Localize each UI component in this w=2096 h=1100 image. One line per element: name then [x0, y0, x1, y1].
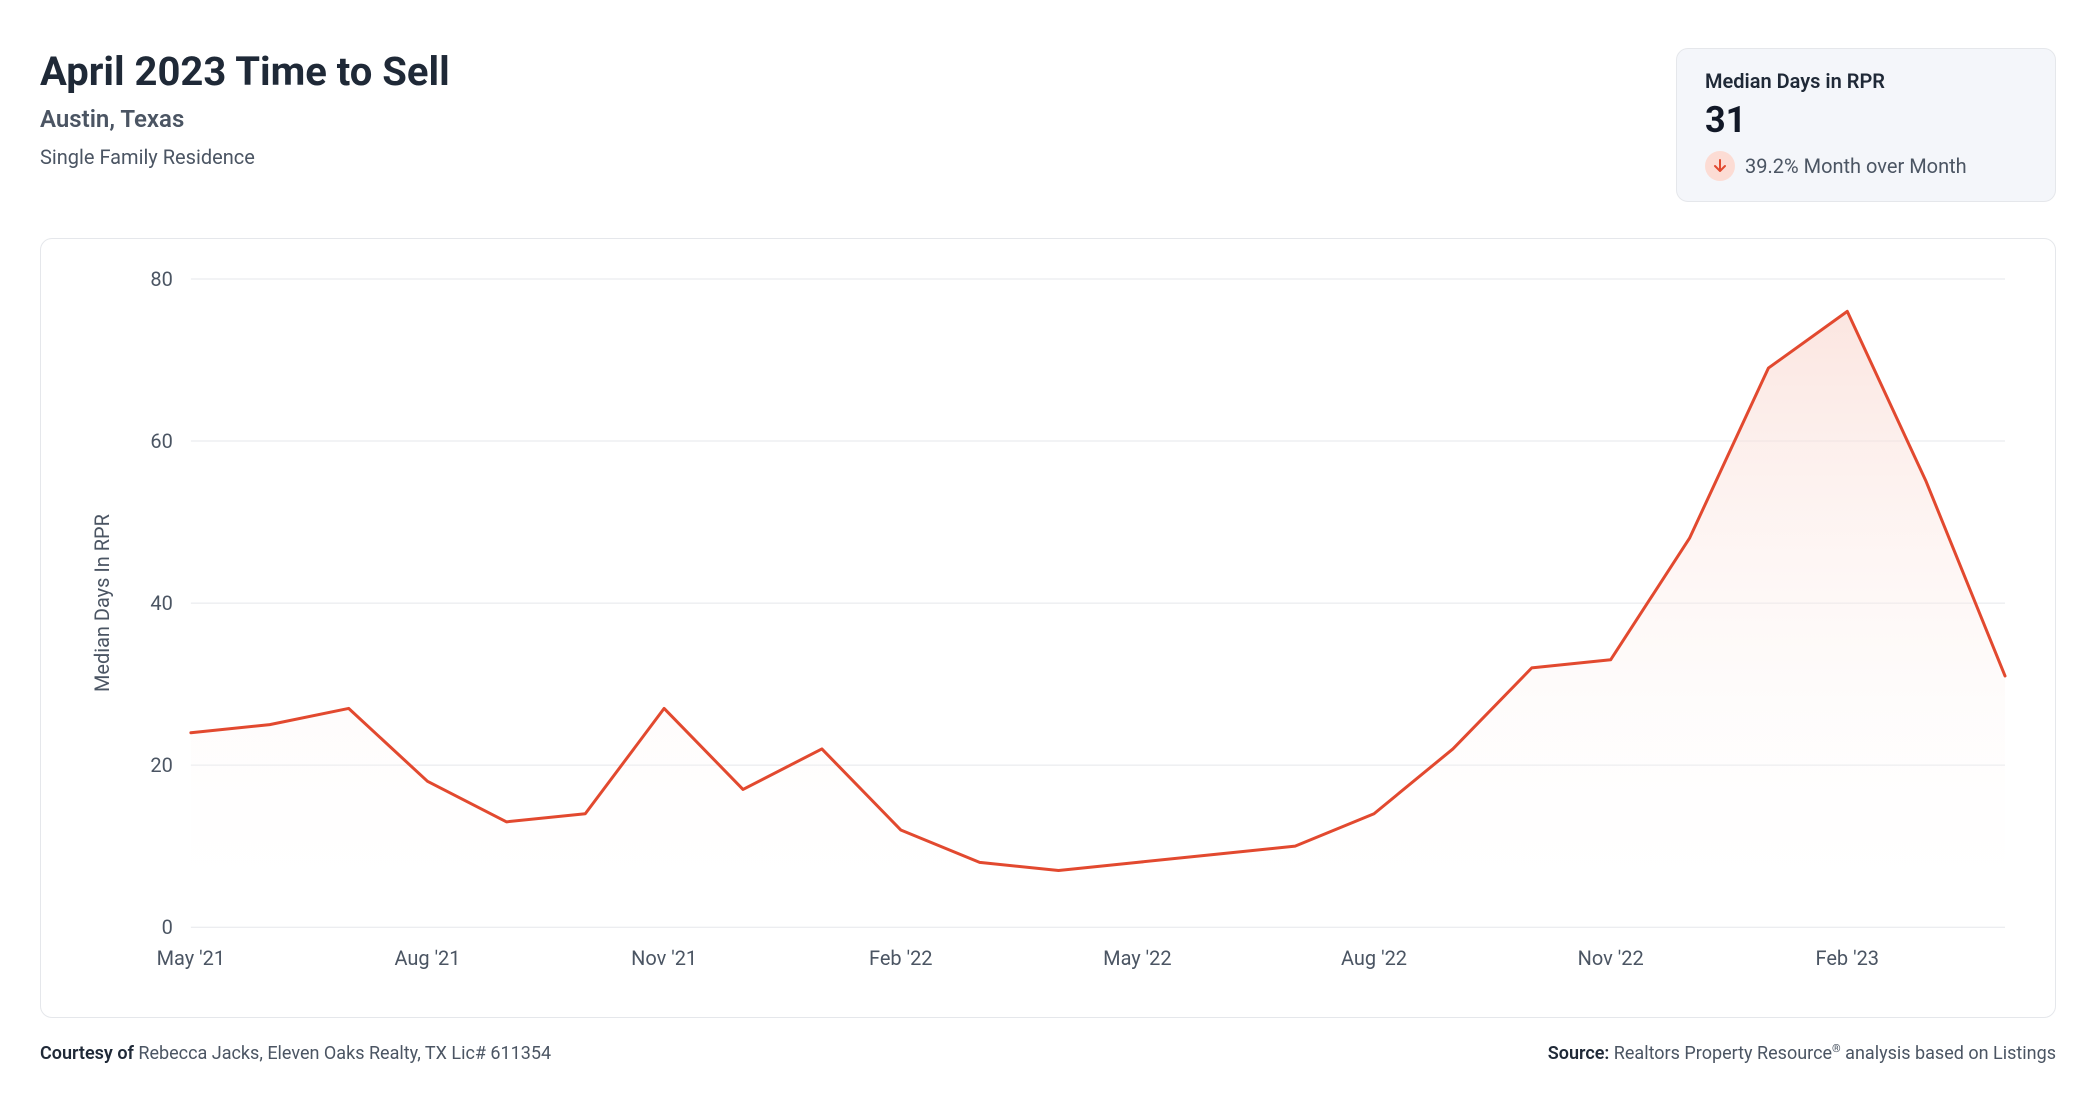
- property-type-label: Single Family Residence: [40, 145, 450, 169]
- chart-area-fill: [191, 311, 2005, 927]
- stat-card: Median Days in RPR 31 39.2% Month over M…: [1676, 48, 2056, 202]
- header-row: April 2023 Time to Sell Austin, Texas Si…: [40, 48, 2056, 202]
- x-tick-label: Feb '22: [869, 946, 933, 970]
- y-tick-label: 80: [150, 267, 172, 291]
- stat-value: 31: [1705, 99, 2027, 141]
- y-tick-label: 0: [162, 915, 173, 939]
- page-title: April 2023 Time to Sell: [40, 48, 450, 95]
- location-subtitle: Austin, Texas: [40, 105, 450, 133]
- stat-label: Median Days in RPR: [1705, 69, 2027, 93]
- courtesy-text: Rebecca Jacks, Eleven Oaks Realty, TX Li…: [134, 1043, 551, 1064]
- y-tick-label: 40: [150, 591, 172, 615]
- footer-row: Courtesy of Rebecca Jacks, Eleven Oaks R…: [40, 1042, 2056, 1064]
- source-sup: ®: [1832, 1042, 1841, 1055]
- page-root: April 2023 Time to Sell Austin, Texas Si…: [0, 0, 2096, 1100]
- y-tick-label: 20: [150, 753, 172, 777]
- source-line: Source: Realtors Property Resource® anal…: [1548, 1042, 2056, 1064]
- x-tick-label: May '22: [1103, 946, 1171, 970]
- x-tick-label: Nov '21: [631, 946, 697, 970]
- x-tick-label: Aug '22: [1341, 946, 1407, 970]
- y-tick-label: 60: [150, 429, 172, 453]
- source-text-post: analysis based on Listings: [1841, 1043, 2056, 1064]
- stat-change-text: 39.2% Month over Month: [1745, 154, 1967, 178]
- chart-frame: 0 20 40 60 80 May '21 Aug '21 Nov '21 Feb '22 May…: [40, 238, 2056, 1018]
- area-chart: 0 20 40 60 80 May '21 Aug '21 Nov '21 Feb '22 May…: [71, 259, 2025, 997]
- x-tick-label: Feb '23: [1816, 946, 1880, 970]
- title-block: April 2023 Time to Sell Austin, Texas Si…: [40, 48, 450, 169]
- stat-change-row: 39.2% Month over Month: [1705, 151, 2027, 181]
- x-tick-label: Aug '21: [394, 946, 460, 970]
- y-axis-label: Median Days In RPR: [90, 514, 114, 692]
- x-tick-label: May '21: [157, 946, 225, 970]
- source-label: Source:: [1548, 1043, 1610, 1064]
- courtesy-label: Courtesy of: [40, 1043, 134, 1064]
- courtesy-line: Courtesy of Rebecca Jacks, Eleven Oaks R…: [40, 1043, 551, 1064]
- source-text-pre: Realtors Property Resource: [1609, 1043, 1832, 1064]
- x-tick-label: Nov '22: [1578, 946, 1644, 970]
- down-arrow-icon: [1705, 151, 1735, 181]
